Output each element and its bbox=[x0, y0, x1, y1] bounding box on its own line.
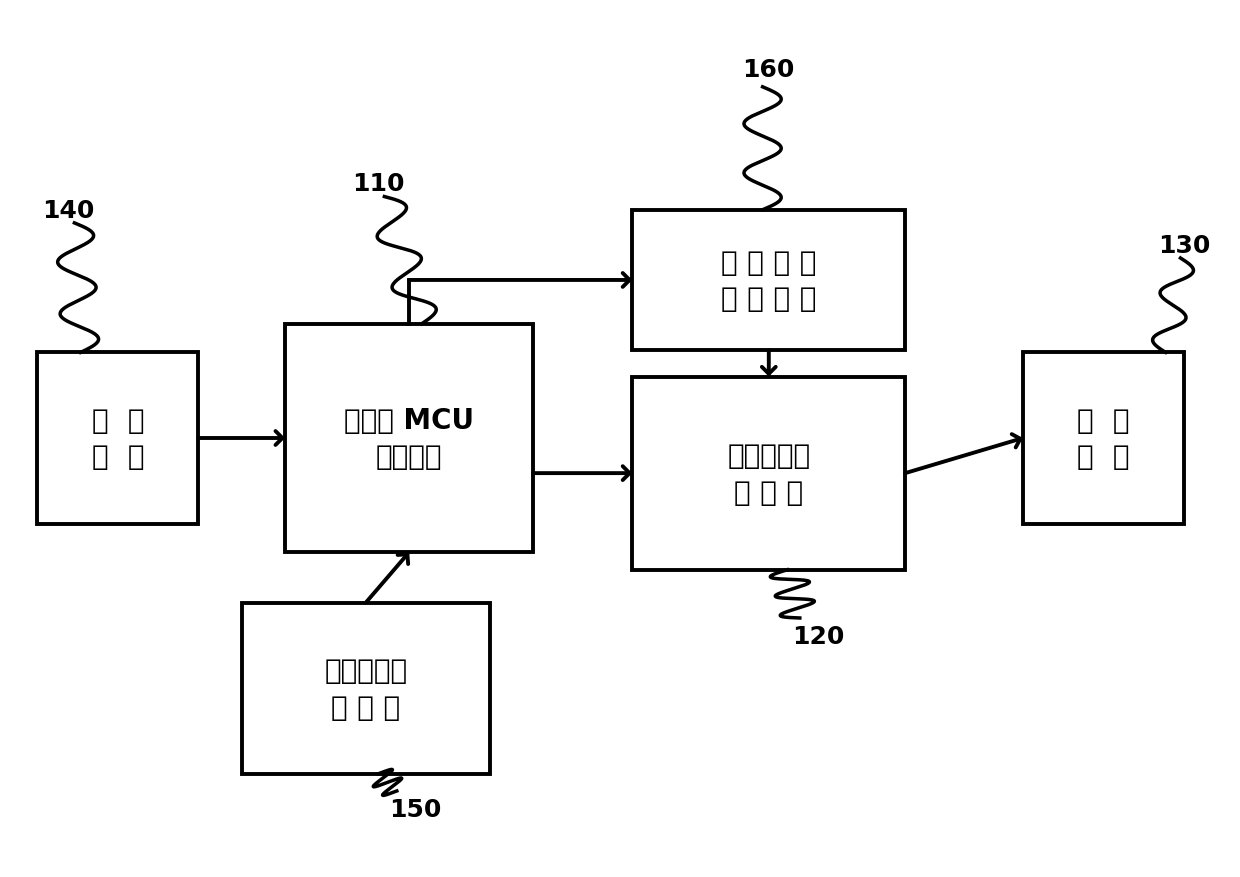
Bar bbox=[285, 324, 533, 553]
Text: 度  目
电  机: 度 目 电 机 bbox=[1078, 406, 1130, 471]
Text: 160: 160 bbox=[743, 58, 795, 82]
Text: 电 流 调 节
控 制 电 路: 电 流 调 节 控 制 电 路 bbox=[722, 248, 816, 313]
Text: 140: 140 bbox=[42, 198, 94, 223]
Text: 130: 130 bbox=[1158, 233, 1210, 258]
Bar bbox=[242, 603, 490, 774]
Text: 度目电机驱
动 芯 片: 度目电机驱 动 芯 片 bbox=[727, 441, 811, 506]
Bar bbox=[1023, 353, 1184, 524]
Text: 控  制
主  板: 控 制 主 板 bbox=[92, 406, 144, 471]
Text: 人机交互操
作 界 面: 人机交互操 作 界 面 bbox=[324, 656, 408, 721]
Text: 150: 150 bbox=[389, 796, 441, 821]
Text: 120: 120 bbox=[792, 624, 844, 648]
Bar bbox=[632, 210, 905, 351]
Text: 机头主 MCU
控制芯片: 机头主 MCU 控制芯片 bbox=[345, 406, 474, 471]
Text: 110: 110 bbox=[352, 172, 404, 196]
Bar bbox=[632, 377, 905, 570]
Bar bbox=[37, 353, 198, 524]
